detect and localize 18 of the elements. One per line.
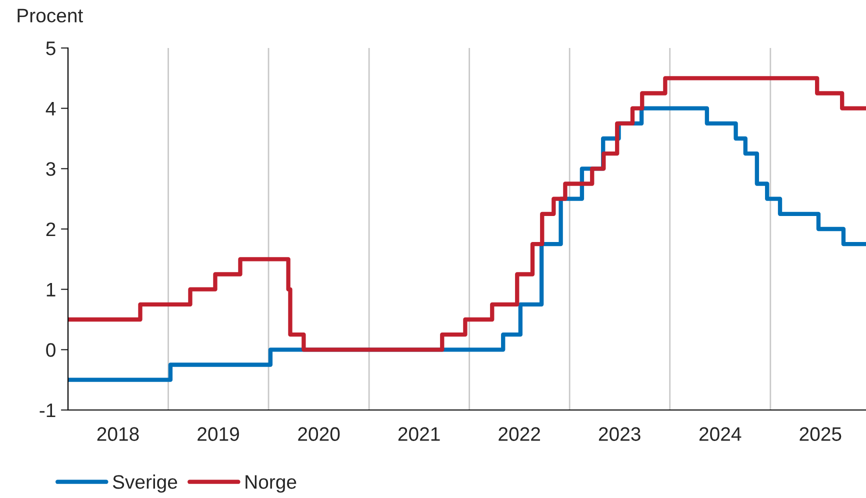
y-tick-label: 4 xyxy=(46,102,56,116)
legend-label: Norge xyxy=(246,475,296,493)
x-tick-label: 2019 xyxy=(198,427,239,441)
x-tick-label: 2020 xyxy=(298,427,340,441)
x-tick-label: 2024 xyxy=(699,427,742,441)
x-tick-label: 2021 xyxy=(398,427,440,441)
x-tick-label: 2018 xyxy=(97,427,139,441)
y-tick-label: 2 xyxy=(46,222,56,236)
y-tick-label: 3 xyxy=(46,162,56,176)
y-tick-label: 0 xyxy=(46,343,56,357)
y-axis-title: Procent xyxy=(18,8,83,22)
legend-label: Sverige xyxy=(112,474,178,493)
y-tick-label: 1 xyxy=(46,283,56,296)
y-tick-label: -1 xyxy=(40,404,56,418)
x-tick-label: 2025 xyxy=(800,427,842,441)
y-tick-label: 5 xyxy=(46,42,56,56)
x-tick-label: 2022 xyxy=(498,427,540,441)
x-tick-label: 2023 xyxy=(598,427,640,441)
